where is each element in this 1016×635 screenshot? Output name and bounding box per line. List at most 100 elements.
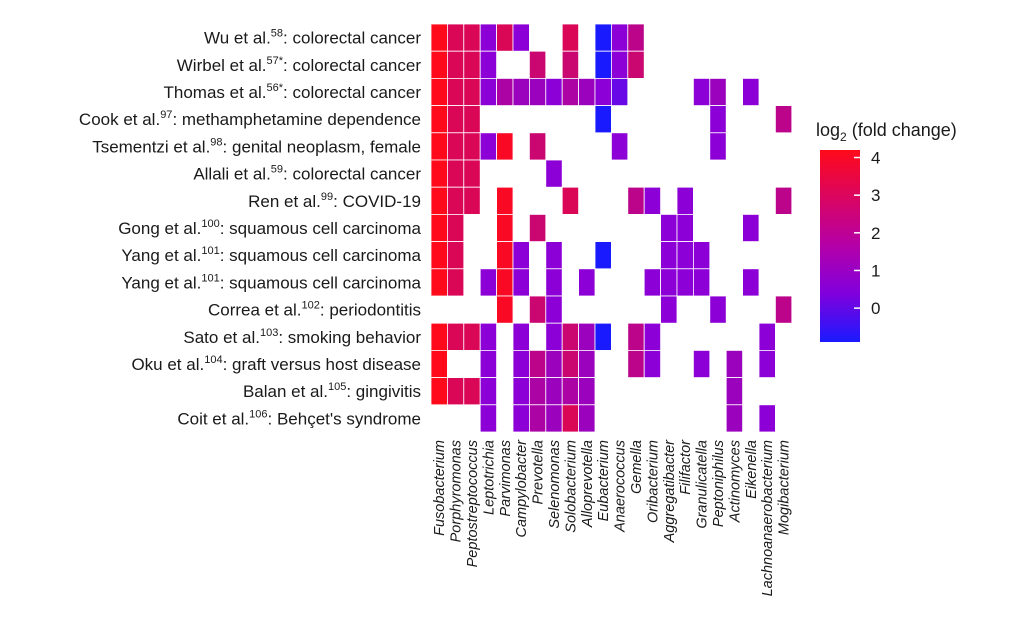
row-label-author: Wu et al. — [204, 29, 271, 48]
heatmap-cell — [561, 78, 580, 107]
heatmap-cell — [496, 78, 514, 107]
heatmap-cell — [512, 23, 530, 52]
column-label: Oribacterium — [645, 440, 661, 523]
heatmap-cell — [742, 78, 760, 107]
heatmap-cell — [561, 349, 580, 378]
column-label: Campylobacter — [514, 439, 530, 538]
heatmap-cell — [676, 241, 694, 270]
heatmap-cell — [693, 241, 711, 270]
heatmap-cell — [643, 322, 662, 351]
heatmap-cell — [529, 50, 547, 79]
row-label-condition: : periodontitis — [320, 301, 421, 320]
heatmap-cell — [578, 404, 596, 433]
heatmap-cell — [446, 23, 465, 52]
heatmap-cell — [676, 186, 694, 215]
heatmap-cell — [496, 268, 514, 297]
heatmap-cell — [693, 349, 711, 378]
row-label-reference: 101 — [201, 272, 219, 284]
heatmap-cell — [446, 50, 465, 79]
heatmap-cell — [430, 50, 448, 79]
row-label-condition: : colorectal cancer — [283, 56, 421, 75]
column-label: Anaerococcus — [613, 440, 629, 533]
heatmap-cell — [496, 241, 514, 270]
heatmap-cell — [725, 404, 744, 433]
heatmap-cell — [512, 404, 530, 433]
heatmap-cell — [529, 404, 547, 433]
heatmap-cell — [479, 322, 498, 351]
heatmap-cell — [529, 377, 547, 406]
column-label: Porphyromonas — [449, 440, 465, 542]
heatmap-cell — [463, 377, 481, 406]
row-label-author: Oku et al. — [131, 355, 204, 374]
row-label-author: Yang et al. — [121, 246, 201, 265]
heatmap-cell — [594, 322, 612, 351]
heatmap-cell — [496, 23, 514, 52]
heatmap-cell — [446, 377, 465, 406]
heatmap-cell — [512, 322, 530, 351]
heatmap-cell — [709, 105, 727, 134]
row-label-reference: 101 — [201, 245, 219, 257]
row-label-reference: 102 — [302, 300, 320, 312]
heatmap-cell — [561, 322, 580, 351]
heatmap-cell — [660, 213, 678, 242]
heatmap-cell — [758, 322, 776, 351]
row-label-author: Gong et al. — [118, 219, 201, 238]
row-label: Yang et al.101: squamous cell carcinoma — [121, 245, 421, 265]
row-label-condition: : methamphetamine dependence — [172, 110, 421, 129]
heatmap-cell — [529, 78, 547, 107]
column-label: Selenomonas — [547, 440, 563, 529]
heatmap-cell — [742, 268, 760, 297]
row-label-reference: 104 — [204, 354, 222, 366]
heatmap-cell — [545, 268, 563, 297]
row-label-reference: 59 — [271, 164, 283, 176]
heatmap-cell — [446, 132, 465, 161]
heatmap-cell — [643, 268, 662, 297]
heatmap-cell — [479, 349, 498, 378]
heatmap-cell — [725, 377, 744, 406]
row-label-author: Thomas et al. — [164, 83, 267, 102]
heatmap-cell — [594, 105, 612, 134]
heatmap-cell — [529, 213, 547, 242]
row-label-reference: 99 — [321, 191, 333, 203]
heatmap-cell — [561, 50, 580, 79]
heatmap-cell — [611, 132, 629, 161]
row-label-condition: : colorectal cancer — [283, 165, 421, 184]
heatmap-cell — [446, 105, 465, 134]
heatmap-cell — [430, 159, 448, 188]
row-label-reference: 97 — [160, 109, 172, 121]
row-label: Balan et al.105: gingivitis — [243, 381, 421, 401]
heatmap-cell — [430, 23, 448, 52]
row-label-author: Balan et al. — [243, 382, 328, 401]
heatmap-cell — [643, 186, 662, 215]
row-label-condition: : gingivitis — [346, 382, 421, 401]
row-label-condition: : genital neoplasm, female — [223, 137, 421, 156]
legend-tick-label: 4 — [871, 149, 880, 168]
heatmap-cell — [545, 295, 563, 324]
row-label-reference: 106 — [249, 408, 267, 420]
row-label-author: Wirbel et al. — [177, 56, 267, 75]
heatmap-cell — [643, 349, 662, 378]
heatmap-cell — [627, 50, 645, 79]
row-label: Yang et al.101: squamous cell carcinoma — [121, 272, 421, 292]
row-label: Oku et al.104: graft versus host disease — [131, 354, 421, 374]
heatmap-cell — [479, 78, 498, 107]
row-label-author: Sato et al. — [183, 328, 260, 347]
heatmap-cell — [479, 377, 498, 406]
row-label: Ren et al.99: COVID-19 — [248, 191, 421, 211]
heatmap-cell — [709, 78, 727, 107]
heatmap-cell — [446, 322, 465, 351]
column-labels: Fusobacterium Porphyromonas Peptostreptoco… — [432, 439, 792, 597]
column-label: Peptoniphilus — [711, 440, 727, 527]
legend-colorbar — [820, 150, 860, 342]
heatmap-cell — [430, 377, 448, 406]
heatmap-cell — [430, 78, 448, 107]
row-label: Coit et al.106: Behçet's syndrome — [177, 408, 421, 428]
column-label: Leptotrichia — [481, 440, 497, 515]
row-label-author: Ren et al. — [248, 192, 321, 211]
heatmap-cell — [611, 78, 629, 107]
heatmap-cell — [594, 23, 612, 52]
heatmap-cell — [561, 377, 580, 406]
